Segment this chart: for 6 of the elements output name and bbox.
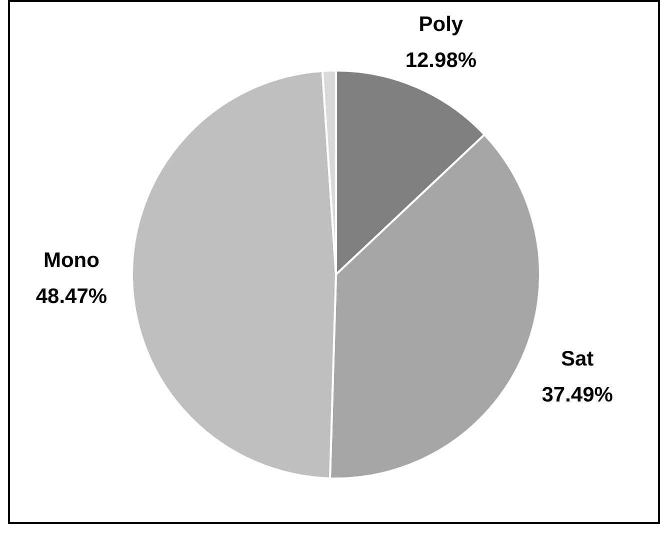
slice-label: Poly xyxy=(418,12,464,36)
data-label: 48.47% xyxy=(36,284,108,308)
slice-label: Mono xyxy=(43,248,100,272)
data-label: 37.49% xyxy=(542,384,614,407)
slice-label: Sat xyxy=(560,348,594,371)
data-label: 12.98% xyxy=(405,48,477,72)
